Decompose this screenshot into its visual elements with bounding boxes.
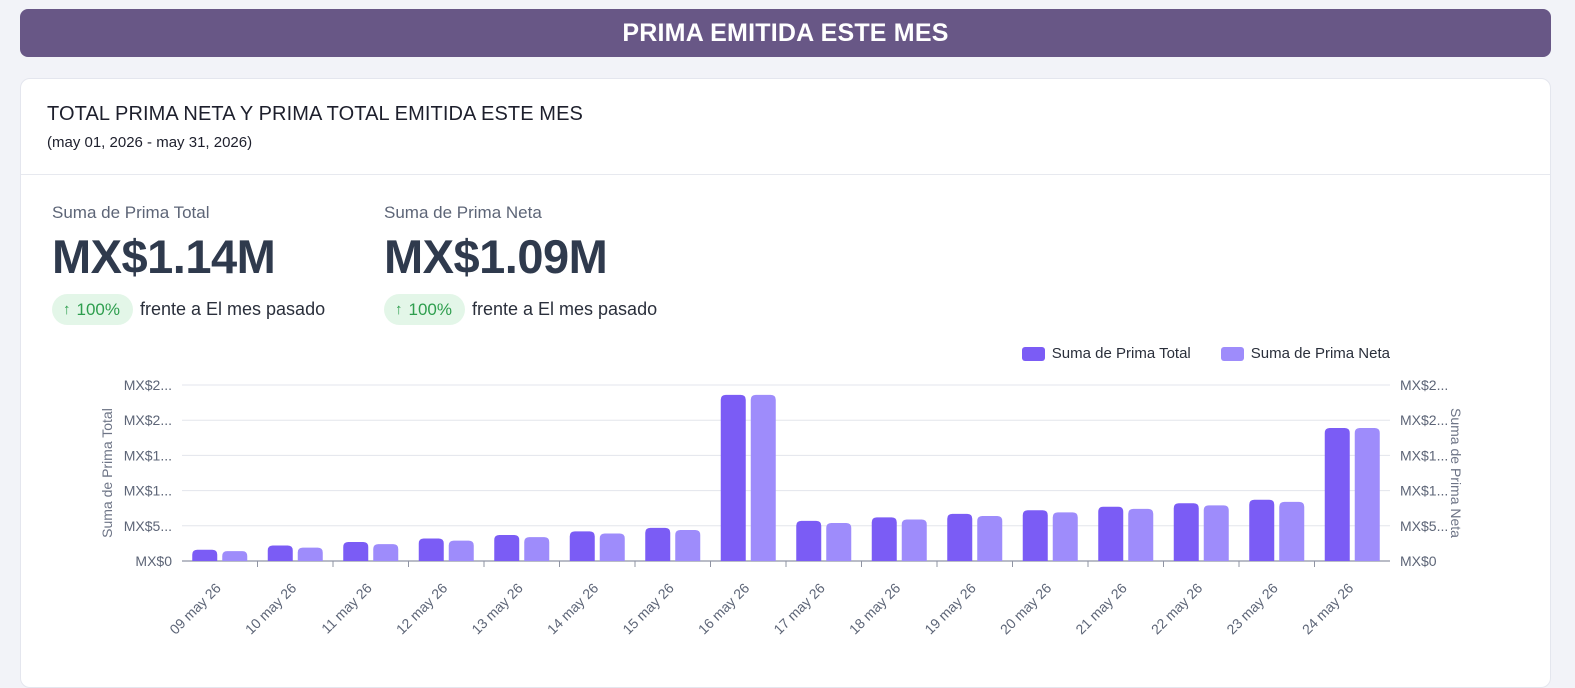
y-tick-label-right: MX$0 <box>1400 553 1437 569</box>
x-tick-label: 20 may 26 <box>997 580 1055 638</box>
kpi-value: MX$1.14M <box>52 230 276 283</box>
x-tick-label: 23 may 26 <box>1223 580 1281 638</box>
arrow-up-icon: ↑ <box>395 301 403 318</box>
bar-prima-neta <box>1354 427 1380 561</box>
y-axis-title-left: Suma de Prima Total <box>99 408 115 538</box>
y-tick-label-right: MX$2... <box>1400 412 1448 428</box>
x-tick-label: 12 may 26 <box>393 580 451 638</box>
y-tick-label-left: MX$5... <box>124 518 172 534</box>
card-date-range: (may 01, 2026 - may 31, 2026) <box>47 134 253 151</box>
change-percent: 100% <box>408 299 452 319</box>
bar-prima-total <box>1022 510 1048 561</box>
x-tick-label: 15 may 26 <box>619 580 677 638</box>
bar-prima-total <box>947 513 973 561</box>
kpi-comparison: ↑ 100% frente a El mes pasado <box>52 294 325 325</box>
bar-prima-neta <box>599 533 625 561</box>
legend-label: Suma de Prima Total <box>1051 345 1191 362</box>
bar-prima-neta <box>297 547 323 561</box>
bar-prima-total <box>569 531 595 561</box>
bar-prima-neta <box>448 540 474 561</box>
x-tick-label: 13 may 26 <box>468 580 526 638</box>
y-tick-label-left: MX$2... <box>124 377 172 393</box>
bar-prima-total <box>645 527 671 561</box>
bar-prima-total <box>720 394 746 561</box>
legend-item-prima-neta[interactable]: Suma de Prima Neta <box>1220 345 1390 362</box>
bar-prima-total <box>871 517 897 561</box>
comparison-text: frente a El mes pasado <box>471 299 658 319</box>
premium-card: TOTAL PRIMA NETA Y PRIMA TOTAL EMITIDA E… <box>20 78 1551 688</box>
arrow-up-icon: ↑ <box>63 301 71 318</box>
legend-item-prima-total[interactable]: Suma de Prima Total <box>1021 345 1191 362</box>
change-badge: ↑ 100% <box>52 294 133 325</box>
kpi-value: MX$1.09M <box>384 230 608 283</box>
bar-prima-neta <box>222 551 248 561</box>
bar-prima-neta <box>977 515 1003 561</box>
change-badge: ↑ 100% <box>384 294 465 325</box>
bar-prima-total <box>796 520 822 561</box>
y-tick-label-right: MX$1... <box>1400 483 1448 499</box>
y-axis-title-right: Suma de Prima Neta <box>1448 408 1464 538</box>
card-divider <box>21 174 1550 175</box>
kpi-comparison: ↑ 100% frente a El mes pasado <box>384 294 657 325</box>
x-tick-label: 09 may 26 <box>166 580 224 638</box>
y-tick-label-right: MX$1... <box>1400 447 1448 463</box>
bar-prima-total <box>1098 506 1124 561</box>
bar-prima-neta <box>1203 505 1229 561</box>
x-tick-label: 10 may 26 <box>242 580 300 638</box>
bar-prima-neta <box>1052 512 1078 561</box>
y-tick-label-left: MX$0 <box>135 553 172 569</box>
bar-prima-neta <box>826 522 852 561</box>
y-tick-label-left: MX$2... <box>124 412 172 428</box>
bar-prima-neta <box>675 530 701 561</box>
bar-prima-total <box>267 545 293 561</box>
bar-prima-total <box>1324 427 1350 561</box>
x-tick-label: 11 may 26 <box>318 580 375 637</box>
x-tick-label: 21 may 26 <box>1072 580 1130 638</box>
y-tick-label-left: MX$1... <box>124 447 172 463</box>
change-percent: 100% <box>76 299 120 319</box>
kpi-label: Suma de Prima Total <box>52 203 210 222</box>
bar-prima-total <box>1249 499 1275 561</box>
bar-prima-neta <box>1279 501 1305 561</box>
y-tick-label-right: MX$2... <box>1400 377 1448 393</box>
bar-prima-total <box>343 541 369 561</box>
x-tick-label: 24 may 26 <box>1299 580 1357 638</box>
x-tick-label: 16 may 26 <box>695 580 753 638</box>
kpi-label: Suma de Prima Neta <box>384 203 542 222</box>
bar-prima-total <box>418 538 444 561</box>
card-title: TOTAL PRIMA NETA Y PRIMA TOTAL EMITIDA E… <box>47 103 583 125</box>
x-tick-label: 19 may 26 <box>921 580 979 638</box>
bar-prima-neta <box>1128 508 1154 561</box>
chart-legend: Suma de Prima Total Suma de Prima Neta <box>992 345 1390 362</box>
page-banner: PRIMA EMITIDA ESTE MES <box>20 9 1551 57</box>
y-tick-label-right: MX$5... <box>1400 518 1448 534</box>
x-tick-label: 14 may 26 <box>544 580 602 638</box>
y-tick-label-left: MX$1... <box>124 483 172 499</box>
x-tick-label: 18 may 26 <box>846 580 904 638</box>
bar-prima-total <box>1173 503 1199 561</box>
legend-swatch <box>1021 346 1045 361</box>
bar-prima-neta <box>373 544 399 561</box>
kpi-prima-total: Suma de Prima Total MX$1.14M ↑ 100% fren… <box>52 203 325 325</box>
x-tick-label: 17 may 26 <box>770 580 828 638</box>
x-tick-label: 22 may 26 <box>1148 580 1206 638</box>
bar-chart: MX$0 MX$0 MX$5... MX$5... MX$1... MX$1... MX$1… <box>99 377 1464 638</box>
bar-prima-total <box>494 534 520 561</box>
legend-swatch <box>1220 346 1244 361</box>
bar-prima-neta <box>750 394 776 561</box>
legend-label: Suma de Prima Neta <box>1250 345 1390 362</box>
banner-title: PRIMA EMITIDA ESTE MES <box>622 18 949 47</box>
comparison-text: frente a El mes pasado <box>139 299 326 319</box>
kpi-prima-neta: Suma de Prima Neta MX$1.09M ↑ 100% frent… <box>384 203 657 325</box>
bar-prima-neta <box>901 519 927 561</box>
bar-prima-neta <box>524 537 550 561</box>
bar-prima-total <box>192 549 218 561</box>
